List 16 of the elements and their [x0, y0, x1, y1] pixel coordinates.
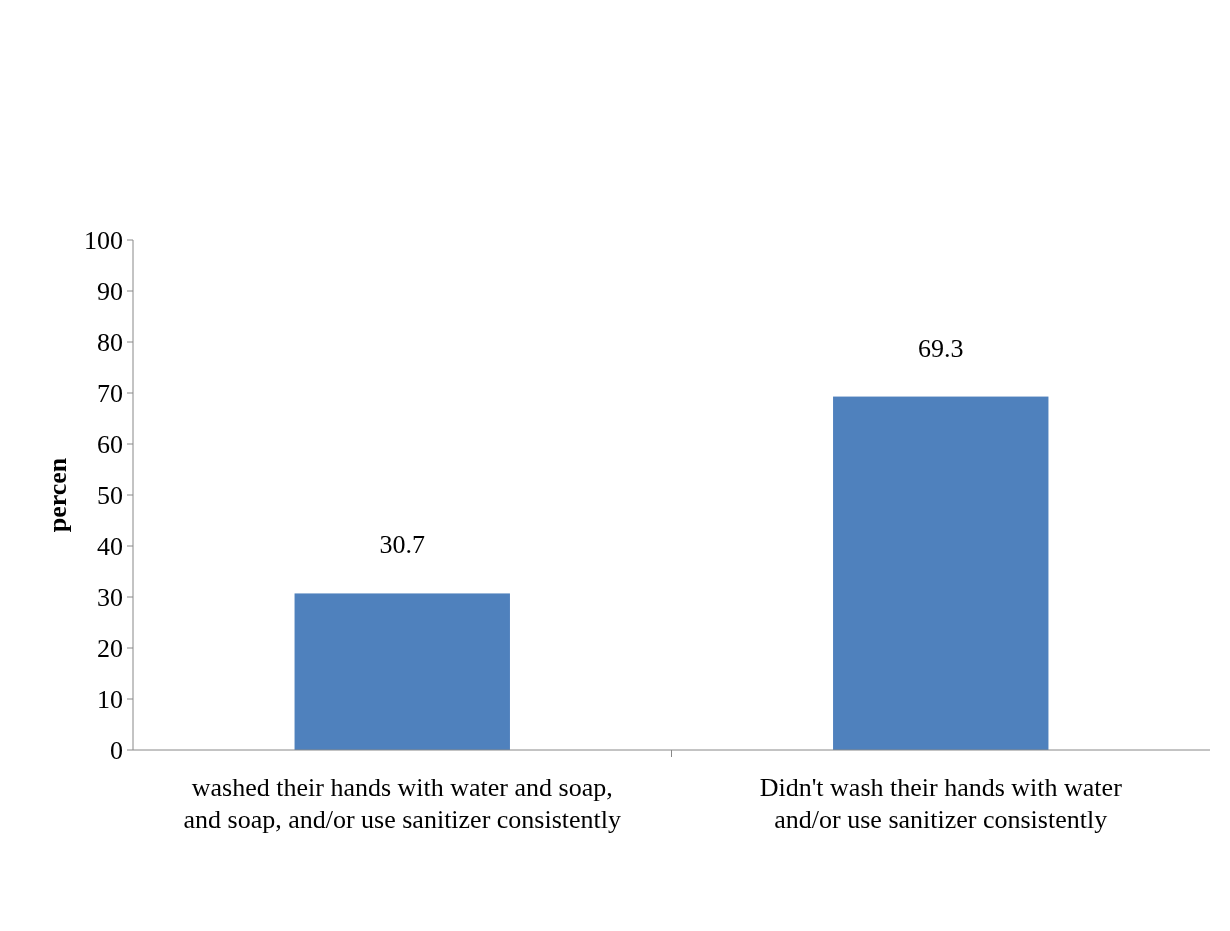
y-tick-label: 40	[97, 532, 123, 562]
y-tick-label: 60	[97, 430, 123, 460]
y-tick-label: 70	[97, 379, 123, 409]
y-tick-label: 90	[97, 277, 123, 307]
y-tick-label: 20	[97, 634, 123, 664]
y-tick-label: 100	[84, 226, 123, 256]
y-tick-label: 80	[97, 328, 123, 358]
y-axis-title: percen	[43, 457, 72, 533]
y-tick-label: 10	[97, 685, 123, 715]
x-tick-label: washed their hands with water and soap, and soap, and/or use sanitizer consistently	[183, 773, 622, 834]
y-tick-label: 50	[97, 481, 123, 511]
data-label: 69.3	[918, 333, 964, 363]
data-label: 30.7	[379, 530, 425, 560]
y-tick-label: 30	[97, 583, 123, 613]
y-tick-label: 0	[110, 736, 123, 766]
x-tick-label: Didn't wash their hands with water and/or use sanitizer consistently	[759, 773, 1123, 834]
